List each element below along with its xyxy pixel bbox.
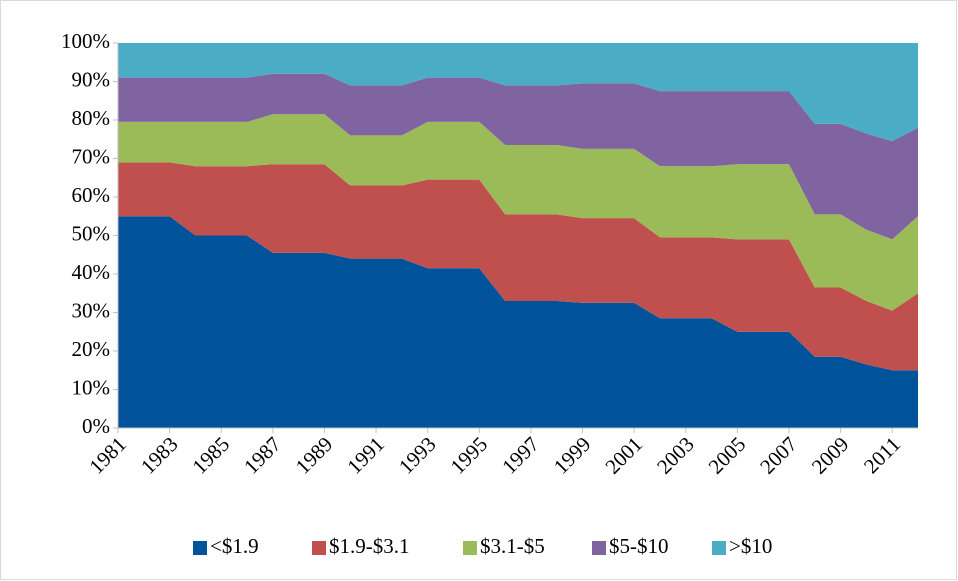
y-tick-label: 50% bbox=[72, 221, 111, 245]
legend-swatch bbox=[712, 541, 726, 555]
legend-label: >$10 bbox=[729, 534, 772, 558]
y-tick-label: 20% bbox=[72, 337, 111, 361]
area bbox=[118, 162, 918, 371]
area bbox=[118, 114, 918, 311]
legend-swatch bbox=[193, 541, 207, 555]
y-tick-label: 100% bbox=[61, 29, 110, 53]
y-tick-label: 90% bbox=[72, 67, 111, 91]
legend-label: $3.1-$5 bbox=[480, 534, 545, 558]
area bbox=[118, 43, 918, 142]
y-tick-label: 60% bbox=[72, 183, 111, 207]
legend-swatch bbox=[592, 541, 606, 555]
legend-label: <$1.9 bbox=[210, 534, 259, 558]
area bbox=[118, 216, 918, 428]
legend-swatch bbox=[463, 541, 477, 555]
y-tick-label: 70% bbox=[72, 144, 111, 168]
y-tick-label: 40% bbox=[72, 260, 111, 284]
legend-label: $5-$10 bbox=[609, 534, 669, 558]
y-tick-label: 10% bbox=[72, 375, 111, 399]
y-tick-label: 0% bbox=[82, 414, 110, 438]
area bbox=[118, 73, 918, 240]
legend-swatch bbox=[312, 541, 326, 555]
legend-label: $1.9-$3.1 bbox=[329, 534, 410, 558]
y-tick-label: 30% bbox=[72, 298, 111, 322]
y-tick-label: 80% bbox=[72, 106, 111, 130]
